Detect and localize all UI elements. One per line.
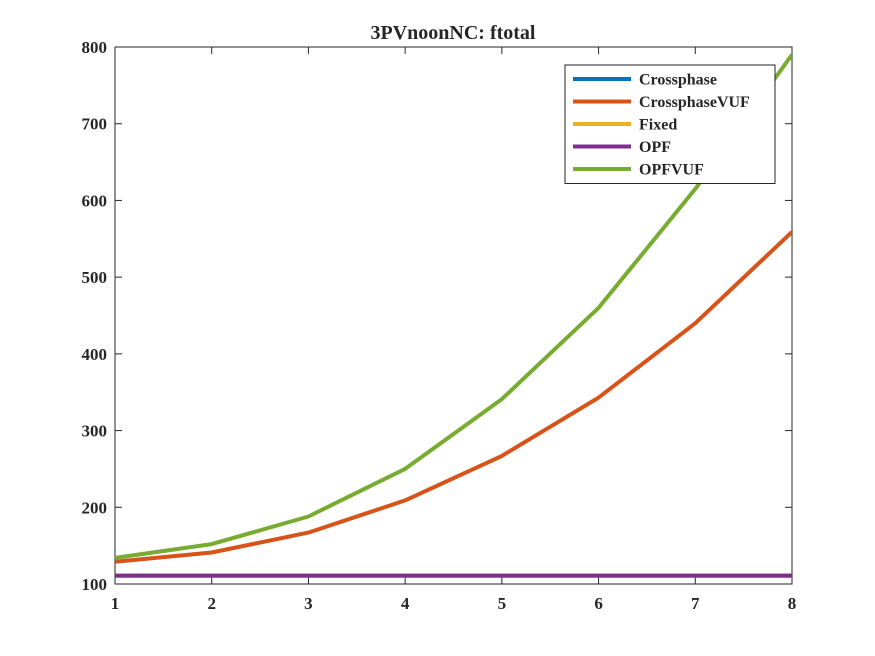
chart-title: 3PVnoonNC: ftotal: [371, 22, 536, 44]
y-tick-label: 200: [82, 498, 108, 517]
y-tick-label: 600: [82, 191, 108, 210]
y-tick-label: 500: [82, 268, 108, 287]
y-tick-label: 100: [82, 575, 108, 594]
y-tick-label: 800: [82, 38, 108, 57]
x-tick-label: 8: [788, 594, 797, 613]
legend: Crossphase CrossphaseVUF Fixed OPF OPFVUF: [564, 64, 776, 184]
legend-label-opfvuf: OPFVUF: [639, 162, 704, 179]
series-line-crossphasevuf: [115, 230, 792, 564]
y-tick-label: 700: [82, 115, 108, 134]
y-tick-label: 300: [82, 422, 108, 441]
x-tick-label: 2: [207, 594, 216, 613]
y-tick-label: 400: [82, 345, 108, 364]
legend-label-fixed: Fixed: [639, 117, 677, 134]
x-tick-label: 3: [304, 594, 313, 613]
legend-label-crossphase: Crossphase: [639, 72, 717, 89]
legend-label-opf: OPF: [639, 139, 671, 156]
legend-label-crossphasevuf: CrossphaseVUF: [639, 94, 750, 111]
x-tick-label: 6: [594, 594, 603, 613]
x-tick-label: 1: [111, 594, 120, 613]
x-tick-label: 7: [691, 594, 700, 613]
series-line-opfvuf: [115, 53, 792, 560]
x-tick-label: 5: [498, 594, 507, 613]
x-tick-label: 4: [401, 594, 410, 613]
